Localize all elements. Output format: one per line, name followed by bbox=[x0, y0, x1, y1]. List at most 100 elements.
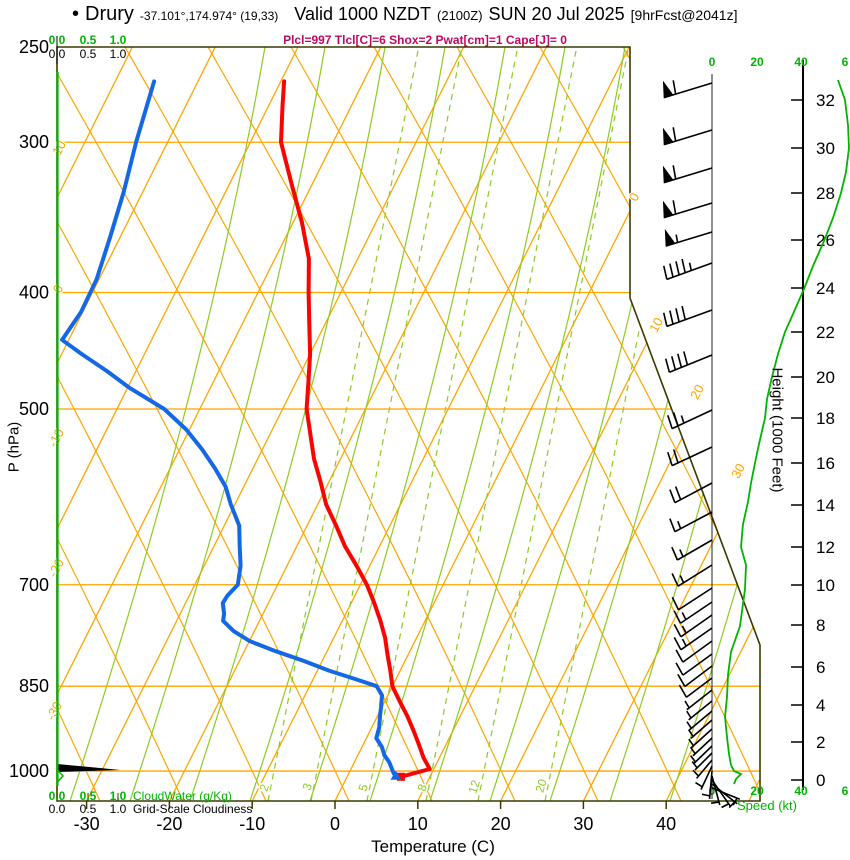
wind-barb-half-feather bbox=[688, 738, 695, 747]
wind-barb-staff bbox=[692, 745, 713, 765]
wind-barb-half-feather bbox=[679, 549, 684, 558]
mixing-ratio-label: 3 bbox=[300, 781, 315, 792]
wind-barb-staff bbox=[711, 779, 732, 807]
wind-barb-half-feather bbox=[701, 793, 710, 797]
isotherm-line bbox=[500, 47, 760, 801]
dewpoint-curve bbox=[60, 79, 398, 779]
wind-barb bbox=[667, 446, 713, 467]
wind-barb-staff bbox=[684, 665, 713, 688]
wind-barb-staff bbox=[680, 601, 713, 624]
wind-barb-half-feather bbox=[684, 700, 690, 709]
wind-barb-feather bbox=[673, 624, 682, 638]
speed-scale-label: 40 bbox=[794, 55, 808, 69]
valid-date: SUN 20 Jul 2025 bbox=[488, 4, 625, 24]
moist-adiabat-line bbox=[69, 47, 266, 801]
wind-barb-feather bbox=[674, 486, 682, 500]
height-tick-label: 2 bbox=[816, 733, 825, 752]
cloudwater-surface-spike bbox=[56, 769, 65, 783]
temperature-tick-label: 20 bbox=[491, 814, 511, 834]
wind-barb bbox=[688, 728, 713, 749]
cloudwater-scale-label: 1.0 bbox=[110, 789, 127, 803]
speed-scale-label: 20 bbox=[750, 55, 764, 69]
dry-adiabat-line bbox=[124, 47, 516, 801]
moist-adiabat-line bbox=[549, 47, 746, 801]
cloudwater-scale-label: 0.5 bbox=[80, 33, 97, 47]
height-tick-label: 10 bbox=[816, 576, 835, 595]
dry-adiabat-line bbox=[57, 47, 267, 801]
temperature-tick-label: 0 bbox=[330, 814, 340, 834]
mixing-ratio-line bbox=[477, 47, 630, 801]
wind-speed-curve bbox=[724, 79, 850, 785]
wind-barb-feather bbox=[672, 200, 677, 215]
wind-barb bbox=[664, 229, 713, 247]
zulu-time: (2100Z) bbox=[437, 8, 483, 23]
wind-barb-feather bbox=[675, 662, 684, 676]
wind-barb bbox=[662, 127, 713, 146]
wind-barb bbox=[686, 700, 713, 721]
wind-barb-staff bbox=[695, 759, 713, 779]
isotherm-edge-label: 20 bbox=[687, 382, 707, 402]
moist-adiabat-line bbox=[369, 47, 566, 801]
wind-barb-feather bbox=[681, 258, 686, 273]
wind-barb bbox=[671, 564, 713, 587]
dry-adiabat-line bbox=[373, 47, 760, 801]
moist-adiabat-line bbox=[129, 47, 326, 801]
mixing-ratio-label: 8 bbox=[415, 782, 430, 793]
wind-barb-staff bbox=[711, 787, 741, 800]
wind-barb bbox=[686, 710, 713, 731]
dry-adiabat-line bbox=[290, 47, 682, 801]
wind-barb-feather bbox=[671, 546, 679, 561]
wind-barb-feather bbox=[662, 312, 668, 327]
surface-dewpoint-marker bbox=[390, 770, 402, 780]
cloudiness-scale-label: 0.0 bbox=[49, 802, 66, 816]
wind-barb-feather bbox=[678, 684, 688, 698]
isotherm-line bbox=[57, 47, 382, 801]
wind-barb-half-feather bbox=[692, 769, 700, 777]
wind-barb bbox=[711, 779, 732, 809]
cloudwater-scale-label: 0.5 bbox=[80, 789, 97, 803]
wind-barb-feather bbox=[672, 412, 679, 427]
pressure-tick-label: 850 bbox=[19, 676, 49, 696]
wind-barb bbox=[673, 614, 713, 638]
dry-adiabat-line bbox=[57, 47, 184, 801]
wind-barb-feather bbox=[673, 637, 682, 651]
wind-barb bbox=[687, 719, 713, 739]
speed-scale-label: 6 bbox=[842, 784, 849, 798]
wind-barb-staff bbox=[669, 354, 713, 373]
wind-barb-staff bbox=[688, 710, 713, 731]
wind-barb-flag bbox=[662, 200, 674, 219]
wind-barb-feather bbox=[675, 261, 680, 276]
isotherm-line bbox=[168, 47, 547, 801]
wind-barb-half-feather bbox=[689, 746, 696, 755]
isotherm-edge-label: -10 bbox=[45, 426, 67, 450]
wind-barb bbox=[662, 258, 713, 281]
wind-barb-staff bbox=[685, 677, 713, 698]
wind-barb bbox=[662, 305, 713, 328]
height-tick-label: 14 bbox=[816, 496, 835, 515]
wind-barb bbox=[671, 587, 713, 611]
wind-barb-flag bbox=[664, 229, 676, 247]
wind-barb-feather bbox=[677, 673, 686, 687]
wind-barb bbox=[678, 677, 713, 698]
wind-barb-half-feather bbox=[732, 797, 738, 806]
wind-barb-flag bbox=[662, 80, 674, 99]
speed-axis-label: Speed (kt) bbox=[737, 798, 797, 813]
station-name: Drury bbox=[85, 3, 134, 25]
station-bullet-icon: • bbox=[72, 3, 80, 25]
background-grid bbox=[57, 47, 760, 801]
wind-barb-feather bbox=[675, 308, 680, 323]
wind-barb bbox=[684, 689, 713, 711]
wind-barb-staff bbox=[671, 446, 713, 467]
height-tick-label: 18 bbox=[816, 409, 835, 428]
temperature-tick-label: 40 bbox=[656, 814, 676, 834]
wind-barb bbox=[662, 80, 713, 99]
wind-barb-staff bbox=[666, 262, 713, 281]
mixing-ratio-line bbox=[425, 47, 578, 801]
wind-barb-staff bbox=[686, 689, 713, 711]
surface-temperature-marker bbox=[396, 772, 405, 781]
wind-barb-staff bbox=[688, 700, 713, 721]
forecast-tag: [9hrFcst@2041z] bbox=[630, 7, 738, 23]
wind-barb-feather bbox=[673, 610, 682, 624]
wind-barb-feather bbox=[671, 596, 680, 611]
height-tick-label: 6 bbox=[816, 658, 825, 677]
